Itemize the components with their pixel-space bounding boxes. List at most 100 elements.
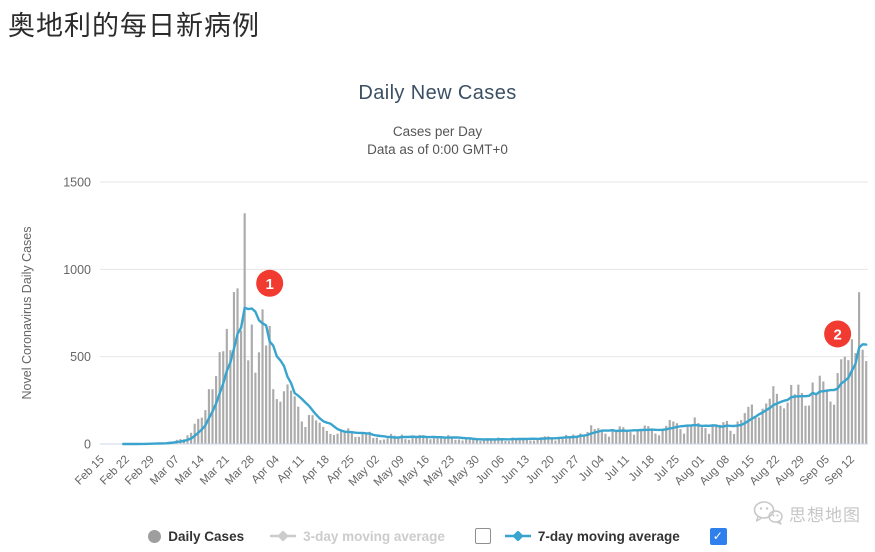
seven-day-avg-marker-icon xyxy=(504,531,531,541)
bar xyxy=(600,429,603,444)
bar xyxy=(390,433,393,444)
bar xyxy=(632,434,636,444)
bar xyxy=(379,440,382,444)
bar xyxy=(732,434,736,444)
bar xyxy=(261,309,264,444)
bar xyxy=(725,420,728,444)
bar xyxy=(700,427,703,444)
bar xyxy=(279,401,282,444)
bar xyxy=(618,426,621,444)
bar xyxy=(547,436,550,444)
legend-item-daily-cases[interactable]: Daily Cases xyxy=(148,529,244,544)
bar xyxy=(457,439,461,444)
bar xyxy=(711,424,714,444)
bar xyxy=(461,440,464,444)
bar xyxy=(593,428,596,444)
bar xyxy=(504,441,507,444)
bar xyxy=(561,436,564,444)
bar xyxy=(782,408,786,444)
bar xyxy=(218,352,221,444)
bar xyxy=(343,430,346,444)
bar xyxy=(529,440,532,444)
bar xyxy=(472,438,475,444)
bar xyxy=(297,406,300,444)
bar xyxy=(597,428,600,444)
bar xyxy=(275,399,278,444)
bar xyxy=(300,421,303,444)
bar xyxy=(743,413,746,444)
bar xyxy=(429,439,432,444)
bar xyxy=(754,416,757,444)
bar xyxy=(411,436,414,444)
bar xyxy=(768,398,771,444)
bar xyxy=(293,396,296,444)
bar xyxy=(665,425,668,444)
y-tick-label: 0 xyxy=(84,438,91,452)
bar xyxy=(550,438,553,444)
bar xyxy=(757,417,761,444)
legend-label-7day-avg: 7-day moving average xyxy=(537,528,680,544)
bar xyxy=(622,427,625,444)
bar xyxy=(347,428,350,444)
bar xyxy=(811,382,814,444)
bar xyxy=(786,402,789,444)
chart-title: Daily New Cases xyxy=(358,82,517,104)
y-tick-label: 1000 xyxy=(63,263,91,277)
bar xyxy=(382,439,386,444)
bar xyxy=(661,428,664,444)
bar xyxy=(857,292,861,444)
chart-subtitle-line2: Data as of 0:00 GMT+0 xyxy=(367,142,508,157)
bar xyxy=(568,435,571,444)
bar xyxy=(486,439,489,444)
bar xyxy=(682,433,686,444)
bar xyxy=(847,360,850,444)
bar xyxy=(536,438,539,444)
bar xyxy=(629,432,632,444)
bar xyxy=(290,390,293,444)
bar xyxy=(454,439,457,444)
bar xyxy=(407,439,411,444)
checkbox-3day-avg[interactable] xyxy=(474,528,491,544)
checkbox-7day-avg[interactable] xyxy=(709,527,727,545)
bar xyxy=(447,435,450,444)
bar xyxy=(436,438,439,444)
bar xyxy=(493,438,496,444)
legend-item-7day-avg[interactable]: 7-day moving average xyxy=(504,528,680,544)
bar xyxy=(229,350,232,444)
bar xyxy=(654,433,657,444)
y-tick-label: 500 xyxy=(70,350,91,364)
bar xyxy=(582,436,586,444)
bar xyxy=(704,428,707,444)
bar xyxy=(225,328,228,444)
legend-item-3day-avg[interactable]: 3-day moving average xyxy=(270,529,445,544)
bar xyxy=(740,420,743,444)
legend-label-3day-avg: 3-day moving average xyxy=(303,528,445,544)
wechat-icon xyxy=(753,501,783,525)
bar xyxy=(615,431,618,444)
legend-label-daily-cases: Daily Cases xyxy=(168,528,245,544)
bar xyxy=(329,433,332,444)
annotation-marker-1 xyxy=(256,269,284,297)
bar xyxy=(515,438,518,444)
annotation-label-1: 1 xyxy=(266,276,274,293)
bar xyxy=(404,439,407,444)
bar xyxy=(715,424,718,444)
bar xyxy=(643,425,646,444)
bar xyxy=(832,404,836,444)
bar xyxy=(861,349,864,444)
seven-day-avg-line xyxy=(121,306,868,446)
bar xyxy=(611,429,614,444)
watermark: 思想地图 xyxy=(753,500,861,526)
bar xyxy=(304,427,307,444)
bar xyxy=(804,405,807,444)
bar xyxy=(340,430,343,444)
x-tick-label: Jun 27 xyxy=(549,454,582,487)
bar xyxy=(636,429,639,444)
bar xyxy=(418,434,421,444)
bar xyxy=(336,433,339,444)
bar xyxy=(193,423,196,444)
bar xyxy=(307,415,311,444)
bar xyxy=(375,437,378,444)
bar xyxy=(575,436,578,444)
